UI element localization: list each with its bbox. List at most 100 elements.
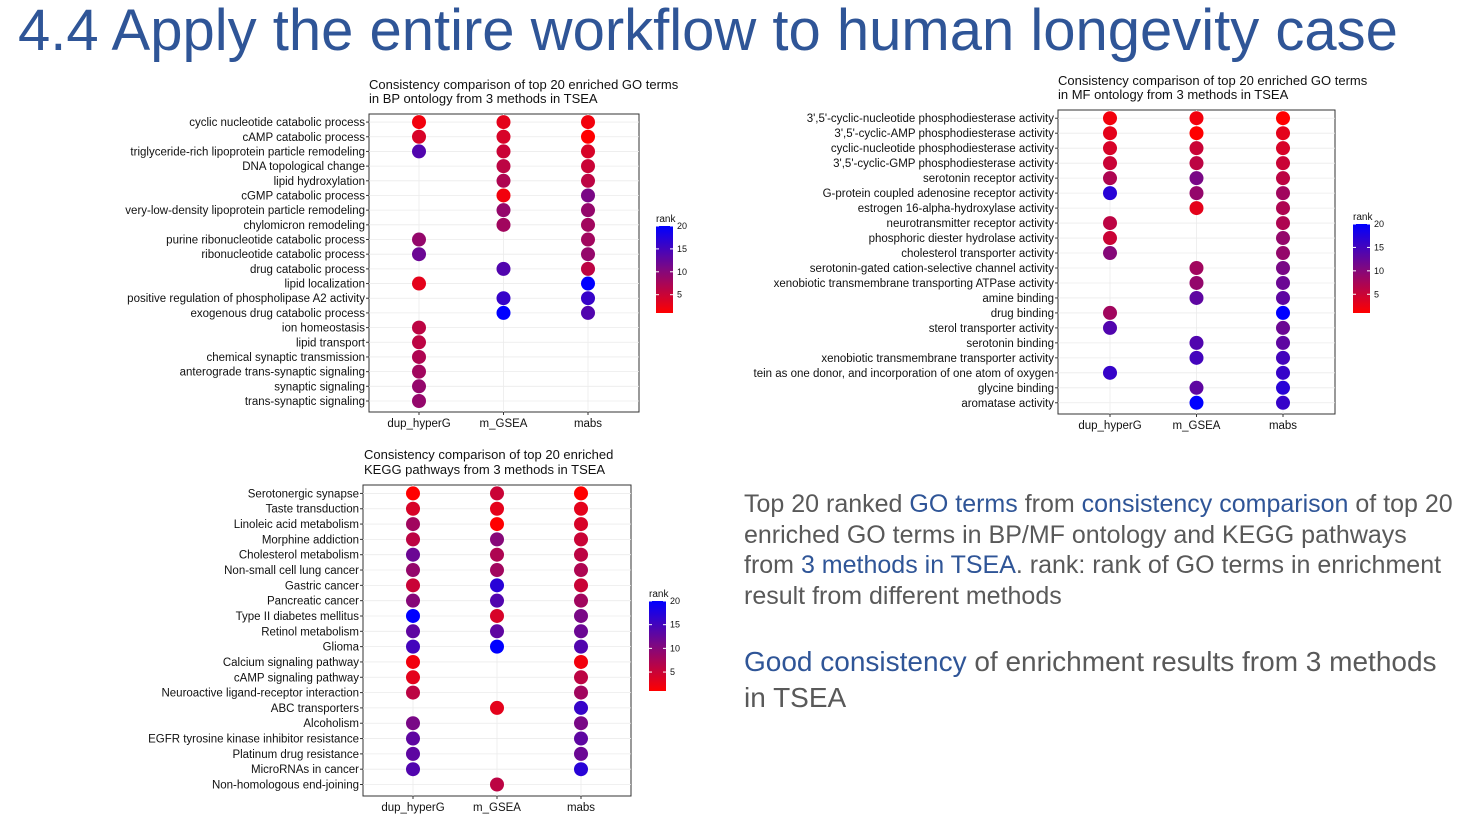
mf-term-label: drug binding — [991, 308, 1054, 320]
kegg-dotplot: Consistency comparison of top 20 enriche… — [148, 447, 680, 814]
kegg-point — [574, 762, 588, 777]
mf-point — [1276, 305, 1290, 320]
mf-point — [1189, 126, 1204, 141]
kegg-point — [574, 486, 588, 501]
bp-point — [412, 115, 426, 130]
mf-point — [1103, 231, 1117, 246]
bp-term-label: trans-synaptic signaling — [245, 396, 365, 408]
bp-point — [581, 115, 595, 130]
slide-title: 4.4 Apply the entire workflow to human l… — [18, 0, 1398, 63]
mf-point — [1276, 111, 1290, 126]
mf-method-label: m_GSEA — [1173, 420, 1221, 432]
highlight-go-terms: GO terms — [909, 490, 1018, 518]
kegg-legend-title: rank — [649, 589, 669, 600]
kegg-point — [406, 517, 420, 532]
kegg-point — [406, 593, 420, 608]
bp-point — [496, 115, 511, 130]
bp-method-label: mabs — [574, 418, 602, 430]
kegg-point — [406, 654, 420, 669]
kegg-term-label: Neuroactive ligand-receptor interaction — [161, 688, 359, 700]
kegg-point — [574, 685, 588, 700]
kegg-point — [490, 517, 504, 532]
bp-term-label: chemical synaptic transmission — [206, 352, 365, 364]
mf-term-label: neurotransmitter receptor activity — [887, 218, 1055, 230]
bp-point — [412, 393, 426, 408]
mf-title-line-1: Consistency comparison of top 20 enriche… — [1058, 73, 1368, 88]
kegg-method-label: m_GSEA — [473, 802, 521, 814]
highlight-3-methods: 3 methods in TSEA — [800, 551, 1016, 579]
mf-point — [1189, 186, 1204, 201]
bp-point — [581, 232, 595, 247]
kegg-term-label: MicroRNAs in cancer — [251, 764, 359, 776]
bp-point — [581, 305, 595, 320]
kegg-point — [406, 670, 420, 685]
kegg-method-label: mabs — [567, 802, 595, 814]
kegg-point — [574, 593, 588, 608]
kegg-method-label: dup_hyperG — [381, 802, 444, 814]
kegg-point — [406, 624, 420, 639]
mf-term-label: G-protein coupled adenosine receptor act… — [823, 188, 1055, 200]
mf-term-label: xenobiotic transmembrane transporting AT… — [774, 278, 1055, 290]
mf-point — [1103, 171, 1117, 186]
kegg-point — [490, 501, 504, 516]
bp-point — [581, 217, 595, 232]
kegg-point — [490, 608, 504, 623]
mf-legend-title: rank — [1353, 212, 1373, 223]
mf-point — [1103, 246, 1117, 261]
mf-term-label: phosphoric diester hydrolase activity — [869, 233, 1055, 245]
kegg-term-label: Type II diabetes mellitus — [236, 611, 360, 623]
bp-legend-label: 15 — [677, 244, 687, 254]
mf-point — [1276, 395, 1290, 410]
kegg-point — [574, 578, 588, 593]
kegg-point — [574, 731, 588, 746]
bp-term-label: very-low-density lipoprotein particle re… — [125, 205, 365, 217]
mf-legend-label: 5 — [1374, 289, 1379, 299]
bp-point — [496, 261, 511, 276]
kegg-point — [406, 685, 420, 700]
bp-term-label: triglyceride-rich lipoprotein particle r… — [130, 146, 365, 158]
mf-method-label: mabs — [1269, 420, 1297, 432]
mf-point — [1276, 231, 1290, 246]
bp-term-label: ribonucleotide catabolic process — [201, 249, 365, 261]
mf-point — [1276, 141, 1290, 156]
bp-legend-title: rank — [656, 214, 676, 225]
kegg-term-label: Calcium signaling pathway — [223, 657, 359, 669]
bp-point — [581, 129, 595, 144]
kegg-point — [574, 654, 588, 669]
bp-dotplot: Consistency comparison of top 20 enriche… — [125, 77, 687, 430]
kegg-point — [490, 547, 504, 562]
kegg-point — [574, 532, 588, 547]
mf-point — [1276, 201, 1290, 216]
kegg-point — [406, 532, 420, 547]
bp-point — [412, 335, 426, 350]
conclusion-text: Good consistency of enrichment results f… — [744, 644, 1454, 716]
bp-point — [581, 247, 595, 262]
bp-point — [581, 203, 595, 218]
bp-legend-colorbar — [656, 226, 673, 313]
kegg-point — [490, 624, 504, 639]
mf-term-label: xenobiotic transmembrane transporter act… — [821, 353, 1054, 365]
kegg-point — [406, 639, 420, 654]
kegg-term-label: cAMP signaling pathway — [234, 672, 359, 684]
mf-term-label: amine binding — [982, 293, 1054, 305]
kegg-point — [406, 762, 420, 777]
kegg-point — [490, 639, 504, 654]
mf-point — [1189, 260, 1204, 275]
kegg-term-label: Morphine addiction — [262, 534, 359, 546]
mf-legend-label: 20 — [1374, 219, 1384, 229]
kegg-point — [490, 777, 504, 792]
bp-point — [496, 188, 511, 203]
mf-point — [1189, 335, 1204, 350]
mf-point — [1276, 335, 1290, 350]
bp-point — [496, 129, 511, 144]
bp-point — [412, 364, 426, 379]
desc-text-3: of top 20 enriched GO terms in BP/MF ont… — [744, 490, 1453, 579]
mf-point — [1189, 275, 1204, 290]
mf-point — [1189, 156, 1204, 171]
bp-point — [496, 217, 511, 232]
bp-term-label: cyclic nucleotide catabolic process — [189, 117, 365, 129]
bp-term-label: ion homeostasis — [282, 323, 365, 335]
kegg-point — [490, 532, 504, 547]
mf-term-label: aromatase activity — [961, 398, 1054, 410]
mf-point — [1189, 171, 1204, 186]
